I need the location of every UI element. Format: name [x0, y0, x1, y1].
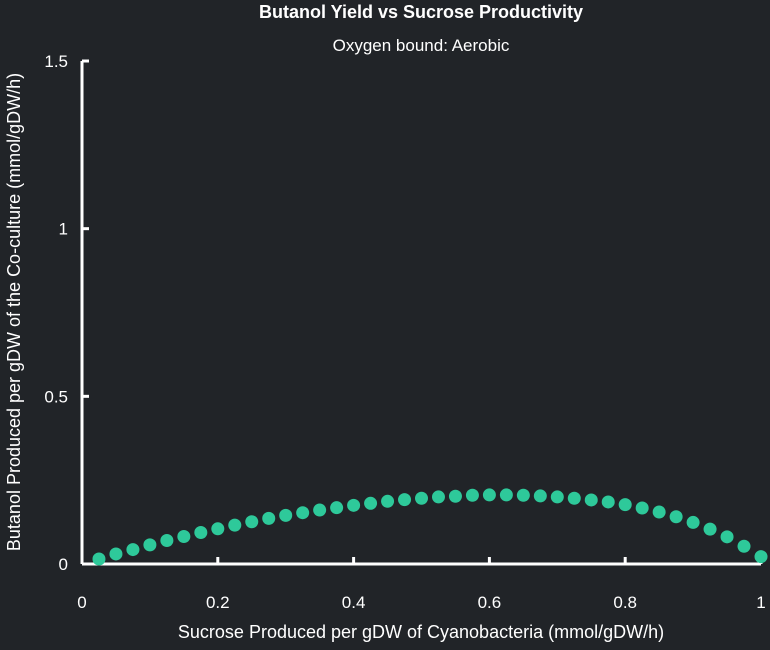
- chart-title: Butanol Yield vs Sucrose Productivity: [259, 2, 583, 22]
- y-axis-label: Butanol Produced per gDW of the Co-cultu…: [4, 73, 24, 551]
- data-point: [737, 539, 751, 553]
- x-axis-label: Sucrose Produced per gDW of Cyanobacteri…: [178, 622, 664, 642]
- data-point: [618, 498, 632, 512]
- data-point: [228, 518, 242, 532]
- data-point: [686, 515, 700, 529]
- data-point: [262, 511, 276, 525]
- data-point: [160, 534, 174, 548]
- data-point: [720, 530, 734, 544]
- x-tick-label: 0.6: [478, 593, 502, 612]
- data-point: [279, 508, 293, 522]
- data-point: [635, 501, 649, 515]
- data-point: [109, 547, 123, 561]
- data-point: [499, 488, 513, 502]
- y-tick-label: 0.5: [44, 387, 68, 406]
- data-point: [330, 501, 344, 515]
- data-point: [126, 543, 140, 557]
- data-point: [703, 522, 717, 536]
- data-point: [194, 525, 208, 539]
- data-point: [364, 496, 378, 510]
- data-point: [516, 488, 530, 502]
- data-point: [313, 503, 327, 517]
- data-point: [245, 515, 259, 529]
- axis-ticks: 0 0.2 0.4 0.6 0.8 1 0 0.5 1 1.5: [44, 52, 765, 612]
- data-points: [92, 488, 768, 566]
- data-point: [211, 522, 225, 536]
- data-point: [465, 488, 479, 502]
- x-tick-label: 0: [77, 593, 86, 612]
- data-point: [448, 489, 462, 503]
- data-point: [143, 538, 157, 552]
- y-tick-label: 1: [59, 220, 68, 239]
- x-tick-label: 0.4: [342, 593, 366, 612]
- data-point: [431, 490, 445, 504]
- data-point: [652, 505, 666, 519]
- data-point: [533, 489, 547, 503]
- data-point: [669, 510, 683, 524]
- data-point: [177, 530, 191, 544]
- x-tick-label: 0.2: [206, 593, 230, 612]
- data-point: [347, 498, 361, 512]
- data-point: [584, 493, 598, 507]
- y-tick-label: 1.5: [44, 52, 68, 71]
- data-point: [754, 550, 768, 564]
- data-point: [550, 490, 564, 504]
- data-point: [296, 506, 310, 520]
- x-tick-label: 0.8: [613, 593, 637, 612]
- x-tick-label: 1: [756, 593, 765, 612]
- y-tick-label: 0: [59, 555, 68, 574]
- data-point: [92, 552, 106, 566]
- chart-subtitle: Oxygen bound: Aerobic: [333, 36, 510, 55]
- data-point: [381, 494, 395, 508]
- data-point: [601, 495, 615, 509]
- data-point: [482, 488, 496, 502]
- data-point: [567, 491, 581, 505]
- data-point: [398, 493, 412, 507]
- data-point: [415, 491, 428, 505]
